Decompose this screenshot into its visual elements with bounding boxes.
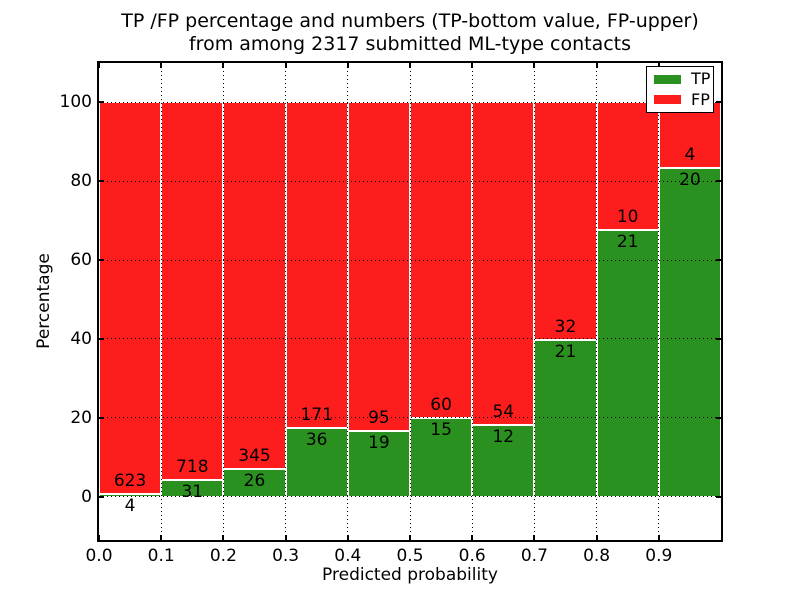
tp-bar-segment: [410, 417, 473, 497]
fp-count-label: 32: [554, 317, 577, 338]
tp-count-label: 21: [554, 342, 577, 363]
x-tick-bottom: [284, 535, 287, 540]
fp-bar-segment: [472, 102, 535, 425]
y-tick-label: 20: [70, 407, 92, 428]
fp-count-label: 95: [368, 407, 390, 428]
y-tick-right: [716, 259, 721, 262]
x-tick-top: [595, 63, 598, 68]
x-tick-top: [222, 63, 225, 68]
x-tick-label: 0.9: [645, 546, 673, 566]
legend-swatch-tp-icon: [654, 74, 681, 84]
tp-bar-segment: [596, 229, 659, 497]
x-tick-top: [98, 63, 100, 68]
tp-bar-segment: [347, 430, 410, 497]
y-axis-label: Percentage: [34, 253, 54, 349]
x-tick-label: 0.3: [272, 546, 300, 566]
y-tick-left: [99, 259, 104, 262]
fp-bar-segment: [223, 102, 286, 469]
x-tick-bottom: [657, 535, 660, 540]
fp-bar-segment: [658, 102, 721, 169]
y-tick-left: [99, 416, 104, 419]
fp-count-label: 10: [616, 206, 639, 227]
y-tick-label: 40: [70, 328, 92, 349]
x-tick-top: [160, 63, 163, 68]
tp-bar-segment: [472, 424, 535, 497]
tp-bar-segment: [534, 340, 597, 497]
legend-label-fp: FP: [691, 89, 710, 109]
x-axis-label: Predicted probability: [322, 565, 498, 585]
x-tick-label: 0.2: [209, 546, 237, 566]
tp-count-label: 15: [430, 419, 452, 440]
x-tick-bottom: [533, 535, 536, 540]
tp-count-label: 36: [305, 430, 328, 451]
x-tick-bottom: [471, 535, 474, 540]
x-tick-bottom: [346, 535, 349, 540]
tp-count-label: 26: [243, 471, 266, 491]
y-tick-right: [716, 101, 721, 104]
x-tick-bottom: [160, 535, 163, 540]
y-tick-right: [716, 180, 721, 183]
fp-count-label: 60: [430, 394, 452, 415]
x-tick-label: 0.4: [334, 546, 362, 566]
tp-count-label: 31: [181, 482, 204, 503]
fp-count-label: 171: [300, 405, 333, 426]
tp-count-label: 19: [368, 432, 390, 453]
y-tick-label: 0: [81, 486, 92, 507]
tp-count-label: 21: [616, 231, 639, 252]
x-tick-label: 0.6: [458, 546, 486, 566]
x-tick-label: 0.5: [396, 546, 424, 566]
x-tick-top: [471, 63, 474, 68]
y-tick-label: 80: [70, 171, 92, 192]
x-tick-top: [409, 63, 411, 68]
legend-label-tp: TP: [691, 69, 711, 89]
y-tick-label: 100: [59, 92, 92, 113]
tp-count-label: 4: [124, 496, 136, 517]
fp-bar-segment: [161, 102, 224, 481]
legend: TP FP: [646, 66, 714, 113]
y-tick-label: 60: [70, 250, 92, 271]
x-tick-label: 0.7: [520, 546, 548, 566]
tp-bar-segment: [161, 480, 224, 497]
x-tick-top: [533, 63, 536, 68]
x-tick-label: 0.8: [583, 546, 611, 566]
x-tick-bottom: [595, 535, 598, 540]
tp-count-label: 20: [679, 170, 701, 191]
fp-bar-segment: [99, 102, 162, 495]
y-tick-left: [99, 101, 104, 104]
x-tick-bottom: [409, 535, 411, 540]
x-tick-label: 0.0: [85, 546, 113, 566]
fp-count-label: 345: [238, 446, 271, 466]
tp-count-label: 12: [492, 426, 515, 447]
fp-bar-segment: [285, 102, 348, 429]
fp-count-label: 623: [113, 471, 147, 492]
fp-count-label: 4: [684, 145, 696, 166]
y-tick-left: [99, 180, 104, 183]
y-tick-right: [716, 416, 721, 419]
x-tick-bottom: [98, 535, 100, 540]
chart-title-line1: TP /FP percentage and numbers (TP-bottom…: [121, 10, 699, 32]
plot-area: TP FP 623 4 718 31 345 26 171 36 95 19 60 15 54 12 32 2…: [97, 61, 723, 542]
x-tick-bottom: [222, 535, 225, 540]
fp-count-label: 718: [176, 457, 209, 478]
fp-bar-segment: [347, 102, 410, 431]
y-tick-left: [99, 495, 104, 498]
tp-bar-segment: [285, 428, 348, 497]
chart-title-line2: from among 2317 submitted ML-type contac…: [188, 33, 632, 55]
fp-bar-segment: [410, 102, 473, 418]
x-tick-label: 0.1: [147, 546, 175, 566]
chart-title: TP /FP percentage and numbers (TP-bottom…: [121, 10, 699, 56]
fp-bar-segment: [534, 102, 597, 341]
legend-swatch-fp-icon: [654, 95, 681, 105]
y-tick-right: [716, 337, 721, 340]
y-tick-left: [99, 337, 104, 340]
x-tick-top: [284, 63, 287, 68]
legend-entry-tp: TP: [647, 71, 713, 87]
fp-count-label: 54: [492, 401, 515, 422]
y-tick-right: [716, 495, 721, 498]
tp-bar-segment: [658, 168, 721, 497]
x-tick-top: [346, 63, 349, 68]
legend-entry-fp: FP: [647, 89, 713, 109]
fp-bar-segment: [596, 102, 659, 230]
